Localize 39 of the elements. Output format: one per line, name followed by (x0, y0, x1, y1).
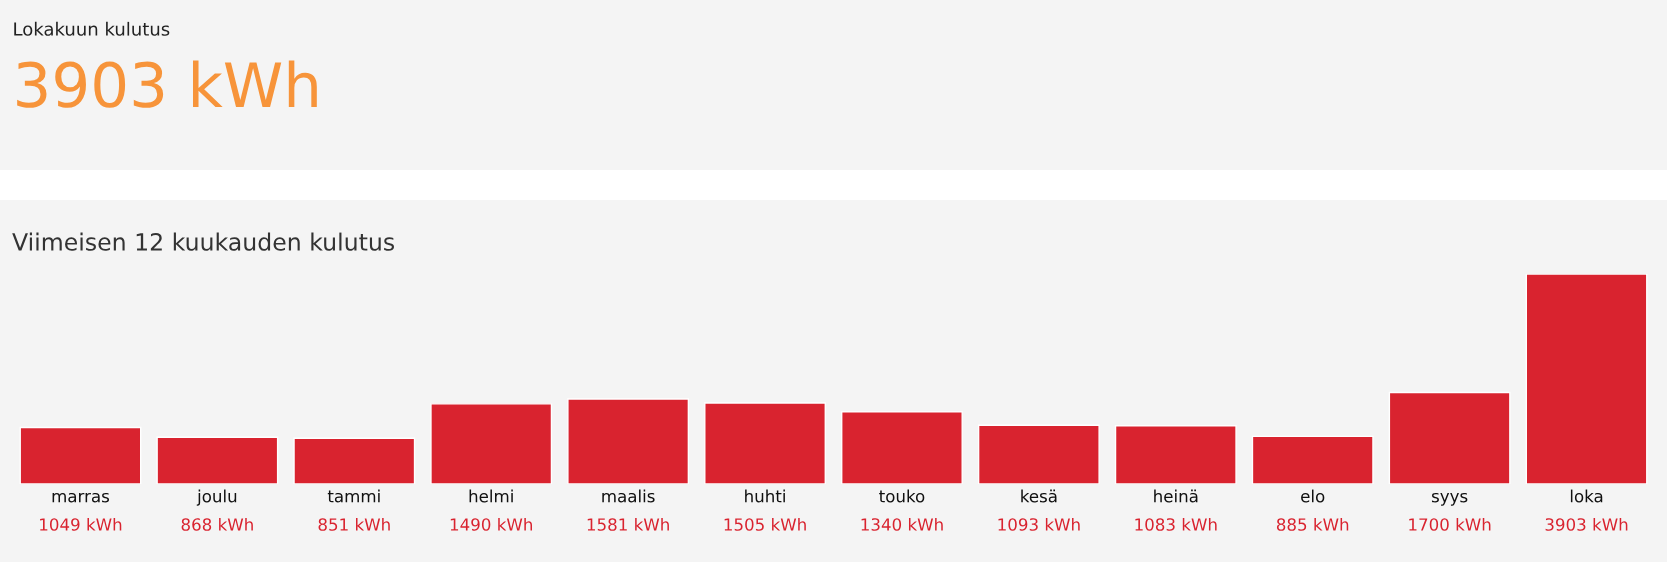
x-tick-label: tammi (327, 489, 380, 503)
x-tick-label: helmi (469, 489, 513, 503)
x-tick-label: elo (1301, 489, 1325, 503)
text: 3903 kWh (17, 60, 317, 108)
bar (430, 403, 553, 484)
x-tick-label: kesä (1021, 489, 1057, 503)
data-label: 868 kWh (181, 517, 253, 531)
bar (156, 436, 279, 484)
bar (1251, 435, 1374, 484)
x-tick-label: heinä (1154, 489, 1198, 503)
bar (1525, 274, 1648, 484)
bar (1114, 425, 1237, 484)
bar (977, 424, 1100, 484)
chart-title: Viimeisen 12 kuukauden kulutus (12, 232, 395, 251)
data-label: 1340 kWh (861, 517, 943, 531)
data-label: 1700 kWh (1409, 517, 1491, 531)
bar (19, 426, 142, 484)
bar (704, 402, 826, 484)
data-label: 1505 kWh (724, 517, 806, 531)
x-tick-label: touko (879, 489, 925, 503)
x-tick-label: loka (1570, 489, 1603, 503)
data-label: 1490 kWh (450, 517, 532, 531)
data-label: 851 kWh (318, 517, 390, 531)
text: Lokakuun kulutus (14, 21, 170, 36)
x-tick-label: syys (1431, 492, 1468, 506)
x-tick-label: marras (52, 492, 110, 503)
x-tick-label: huhti (745, 489, 785, 503)
x-tick-label: maalis (602, 489, 655, 503)
data-label: 3903 kWh (1545, 517, 1628, 531)
data-label: 1581 kWh (587, 517, 669, 531)
bar (1388, 391, 1511, 484)
bar (567, 398, 690, 484)
data-label: 1093 kWh (998, 517, 1080, 531)
data-label: 1049 kWh (40, 517, 122, 531)
data-label: 885 kWh (1276, 517, 1349, 531)
data-label: 1083 kWh (1135, 517, 1217, 531)
x-tick-label: joulu (196, 489, 237, 506)
bar (841, 411, 963, 484)
bar (293, 437, 416, 484)
